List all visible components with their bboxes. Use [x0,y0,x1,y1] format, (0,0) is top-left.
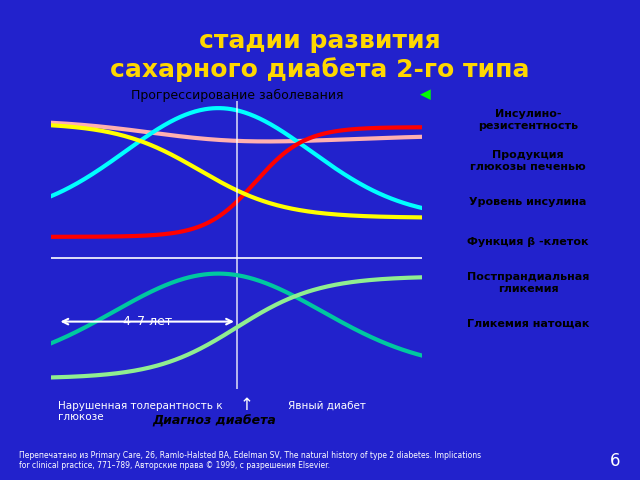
Text: Продукция
глюкозы печенью: Продукция глюкозы печенью [470,150,586,171]
Text: Диагноз диабета: Диагноз диабета [152,415,276,428]
Text: Явный диабет: Явный диабет [288,401,366,411]
Text: 4–7 лет: 4–7 лет [123,315,172,328]
Text: Гликемия натощак: Гликемия натощак [467,319,589,329]
Text: Инсулино-
резистентность: Инсулино- резистентность [478,109,578,131]
Text: Прогрессирование заболевания: Прогрессирование заболевания [131,89,343,102]
Text: сахарного диабета 2-го типа: сахарного диабета 2-го типа [110,57,530,82]
Text: ▲: ▲ [418,88,432,99]
Text: Уровень инсулина: Уровень инсулина [469,197,587,206]
Text: Нарушенная толерантность к
глюкозе: Нарушенная толерантность к глюкозе [58,401,222,422]
Text: Перепечатано из Primary Care, 26, Ramlo-Halsted BA, Edelman SV, The natural hist: Перепечатано из Primary Care, 26, Ramlo-… [19,451,481,470]
Text: стадии развития: стадии развития [199,29,441,53]
Text: ↑: ↑ [239,396,253,414]
Text: Постпрандиальная
гликемия: Постпрандиальная гликемия [467,272,589,294]
Text: 6: 6 [611,452,621,470]
Text: Функция β -клеток: Функция β -клеток [467,238,589,247]
